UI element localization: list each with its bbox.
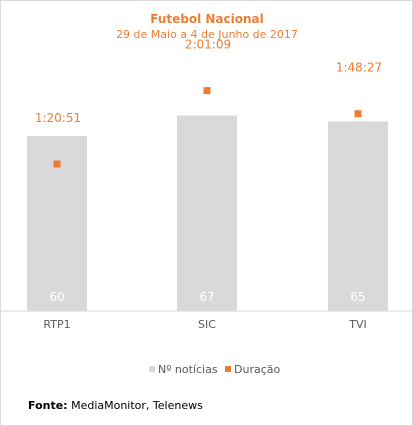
bar-sic bbox=[177, 115, 237, 311]
chart-marks: 60 1:20:51 RTP1 67 2:01:09 SIC 65 1:48:27 TVI bbox=[27, 38, 388, 331]
x-tick-label-rtp1: RTP1 bbox=[43, 318, 70, 331]
legend-swatch-bars bbox=[149, 366, 155, 372]
chart-subtitle: 29 de Maio a 4 de Junho de 2017 bbox=[116, 28, 298, 41]
bar-value-label-tvi: 65 bbox=[350, 290, 365, 304]
legend-swatch-duration bbox=[225, 366, 231, 372]
bar-tvi bbox=[328, 121, 388, 312]
duration-marker-rtp1 bbox=[53, 160, 61, 168]
source-label: Fonte: bbox=[28, 399, 68, 412]
duration-label-tvi: 1:48:27 bbox=[336, 61, 382, 75]
duration-marker-sic bbox=[203, 87, 211, 95]
legend-label-duration: Duração bbox=[234, 363, 280, 376]
source-text: MediaMonitor, Telenews bbox=[71, 399, 203, 412]
chart-title: Futebol Nacional bbox=[150, 12, 264, 26]
duration-label-sic: 2:01:09 bbox=[185, 38, 231, 52]
duration-label-rtp1: 1:20:51 bbox=[35, 111, 81, 125]
duration-marker-tvi bbox=[354, 110, 362, 118]
bar-value-label-rtp1: 60 bbox=[49, 290, 64, 304]
bar-value-label-sic: 67 bbox=[199, 290, 214, 304]
legend-label-bars: Nº notícias bbox=[158, 363, 218, 376]
chart-legend: Nº notícias Duração bbox=[149, 363, 280, 376]
x-tick-label-sic: SIC bbox=[198, 318, 216, 331]
x-tick-label-tvi: TVI bbox=[348, 318, 367, 331]
source-note: Fonte: MediaMonitor, Telenews bbox=[28, 399, 203, 412]
